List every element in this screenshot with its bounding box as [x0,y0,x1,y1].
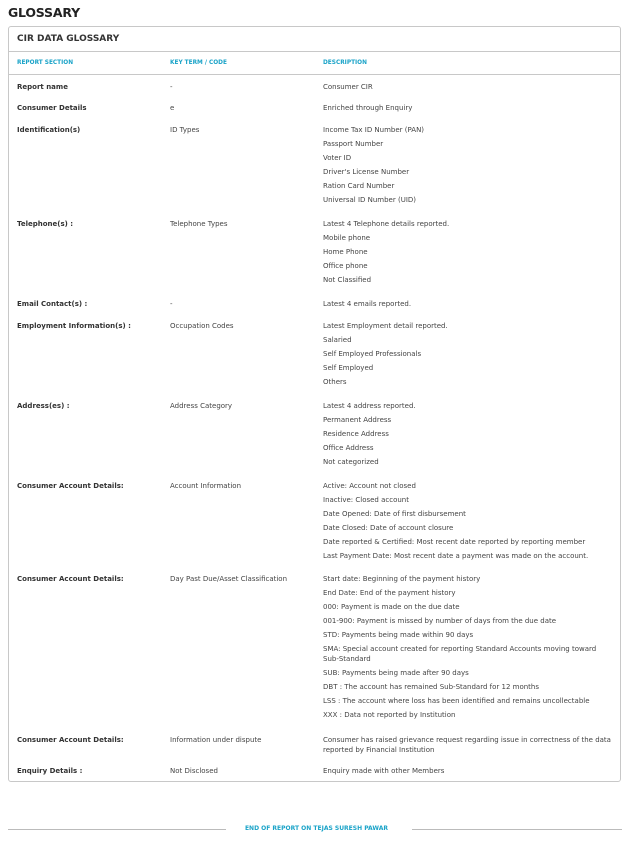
description-line: Enquiry made with other Members [323,767,445,775]
description-line: Universal ID Number (UID) [323,196,417,204]
report-section-cell: Consumer Account Details: [17,482,124,490]
description-line: STD: Payments being made within 90 days [323,631,474,639]
report-section-cell: Address(es) : [17,402,70,410]
description-line: Salaried [323,336,352,344]
description-cell: Enriched through Enquiry [323,101,613,115]
description-line: Office phone [323,262,368,270]
divider [9,51,620,52]
footer-divider-right [412,829,622,830]
divider [9,74,620,75]
footer-divider-left [8,829,226,830]
description-line: Ration Card Number [323,182,395,190]
key-term-cell: Information under dispute [170,736,262,744]
report-section-cell: Telephone(s) : [17,220,74,228]
description-line: Office Address [323,444,374,452]
description-line: 001-900: Payment is missed by number of … [323,617,557,625]
description-line: Driver's License Number [323,168,410,176]
description-cell: Latest 4 address reported. Permanent Addr… [323,399,613,469]
description-cell: Active: Account not closed Inactive: Clos… [323,479,613,563]
report-section-cell: Enquiry Details : [17,767,83,775]
description-cell: Start date: Beginning of the payment his… [323,572,613,722]
description-line: End Date: End of the payment history [323,589,456,597]
description-cell: Enquiry made with other Members [323,764,613,778]
key-term-cell: Account Information [170,482,242,490]
glossary-panel: CIR DATA GLOSSARY REPORT SECTION KEY TER… [8,26,621,782]
key-term-cell: - [170,300,173,308]
description-line: SUB: Payments being made after 90 days [323,669,469,677]
column-header-key-term: KEY TERM / CODE [170,60,227,66]
report-section-cell: Consumer Account Details: [17,575,124,583]
description-line: XXX : Data not reported by Institution [323,711,456,719]
description-cell: Consumer CIR [323,80,613,94]
panel-title: CIR DATA GLOSSARY [17,34,120,44]
report-section-cell: Report name [17,83,68,91]
description-line: Latest 4 address reported. [323,402,416,410]
description-line: Not Classified [323,276,372,284]
description-line: DBT : The account has remained Sub-Stand… [323,683,539,691]
description-line: Enriched through Enquiry [323,104,413,112]
key-term-cell: ID Types [170,126,200,134]
description-line: Date reported & Certified: Most recent d… [323,538,586,546]
report-section-cell: Email Contact(s) : [17,300,88,308]
description-line: Others [323,378,347,386]
description-cell: Latest 4 Telephone details reported. Mobi… [323,217,613,287]
description-line: Latest Employment detail reported. [323,322,448,330]
description-line: 000: Payment is made on the due date [323,603,460,611]
description-cell: Latest Employment detail reported. Salari… [323,319,613,389]
description-line: Voter ID [323,154,352,162]
description-line: Permanent Address [323,416,392,424]
key-term-cell: Day Past Due/Asset Classification [170,575,288,583]
description-line: Inactive: Closed account [323,496,409,504]
description-line: Consumer CIR [323,83,373,91]
key-term-cell: e [170,104,175,112]
description-cell: Latest 4 emails reported. [323,297,613,311]
description-line: SMA: Special account created for reporti… [323,645,597,663]
description-line: Date Opened: Date of first disbursement [323,510,466,518]
column-header-description: DESCRIPTION [323,60,367,66]
description-line: Not categorized [323,458,379,466]
description-line: Self Employed Professionals [323,350,422,358]
description-line: Latest 4 emails reported. [323,300,412,308]
key-term-cell: Address Category [170,402,233,410]
description-cell: Income Tax ID Number (PAN) Passport Numbe… [323,123,613,207]
key-term-cell: Telephone Types [170,220,228,228]
description-line: LSS : The account where loss has been id… [323,697,590,705]
page-title: GLOSSARY [8,5,80,20]
description-cell: Consumer has raised grievance request re… [323,733,613,757]
description-line: Mobile phone [323,234,371,242]
description-line: Consumer has raised grievance request re… [323,736,611,754]
description-line: Residence Address [323,430,389,438]
description-line: Passport Number [323,140,384,148]
column-header-report-section: REPORT SECTION [17,60,74,66]
description-line: Active: Account not closed [323,482,416,490]
description-line: Latest 4 Telephone details reported. [323,220,450,228]
report-section-cell: Consumer Account Details: [17,736,124,744]
report-section-cell: Consumer Details [17,104,87,112]
end-of-report-label: END OF REPORT ON TEJAS SURESH PAWAR [244,825,389,832]
description-line: Date Closed: Date of account closure [323,524,454,532]
report-section-cell: Employment Information(s) : [17,322,131,330]
key-term-cell: - [170,83,173,91]
description-line: Start date: Beginning of the payment his… [323,575,481,583]
description-line: Last Payment Date: Most recent date a pa… [323,552,589,560]
report-section-cell: Identification(s) [17,126,81,134]
description-line: Income Tax ID Number (PAN) [323,126,425,134]
key-term-cell: Occupation Codes [170,322,234,330]
description-line: Self Employed [323,364,374,372]
key-term-cell: Not Disclosed [170,767,218,775]
description-line: Home Phone [323,248,368,256]
